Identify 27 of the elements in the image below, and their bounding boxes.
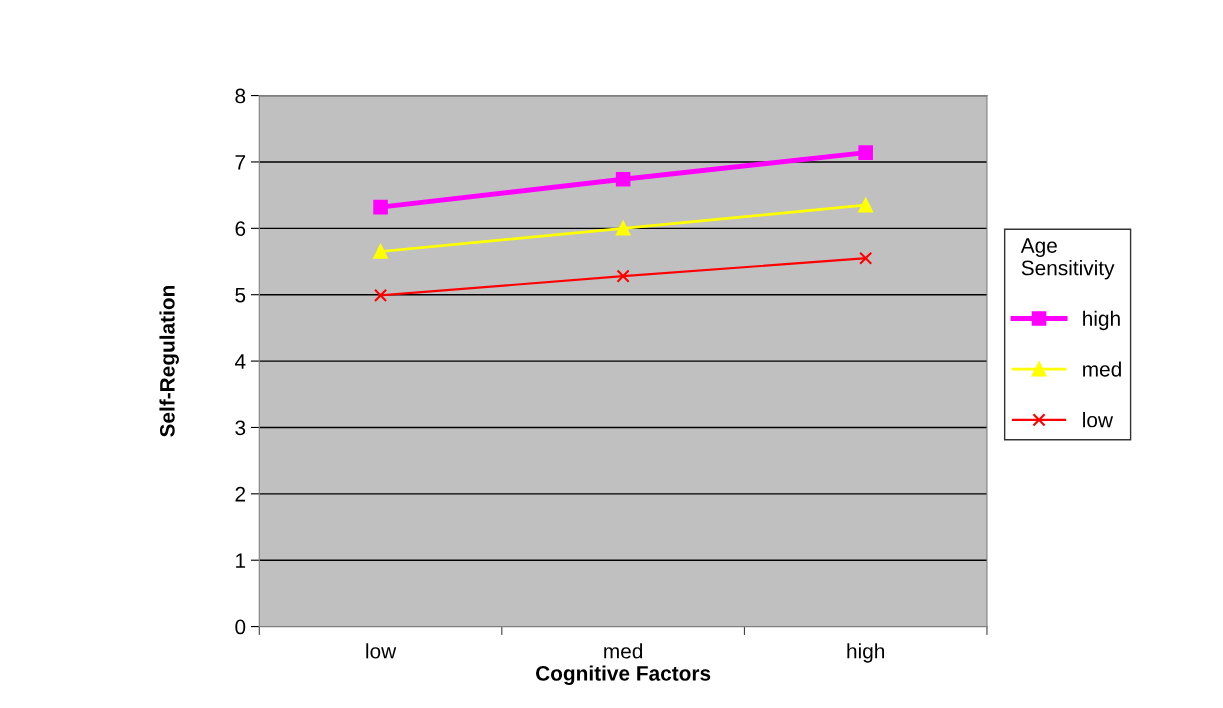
- y-axis-title: Self-Regulation: [159, 285, 179, 437]
- point: [859, 251, 873, 265]
- y-tick-label: 8: [235, 88, 246, 104]
- point: [373, 244, 388, 259]
- y-tick-label: 7: [235, 155, 246, 170]
- y-tick-label: 3: [235, 420, 246, 436]
- point: [615, 221, 631, 236]
- x-axis-title: Cognitive Factors: [536, 665, 711, 685]
- x-tick-label: med: [604, 643, 643, 659]
- legend-title: Age Sensitivity: [1020, 238, 1115, 280]
- point: [616, 269, 630, 283]
- y-tick-label: 4: [234, 354, 246, 369]
- point: [858, 145, 873, 160]
- point: [615, 171, 631, 187]
- y-tick-label: 5: [235, 287, 246, 303]
- point: [373, 199, 388, 215]
- x-tick-label: high: [847, 643, 885, 663]
- y-tick-label: 2: [235, 486, 246, 502]
- legend-label: low: [1083, 412, 1114, 428]
- y-tick-label: 1: [236, 553, 246, 568]
- point: [373, 288, 388, 302]
- legend-label: high: [1083, 310, 1120, 331]
- y-tick-label: 0: [235, 619, 246, 635]
- x-tick-label: low: [366, 643, 397, 659]
- point: [858, 197, 873, 213]
- legend-label: med: [1083, 361, 1121, 377]
- y-tick-label: 6: [235, 221, 246, 237]
